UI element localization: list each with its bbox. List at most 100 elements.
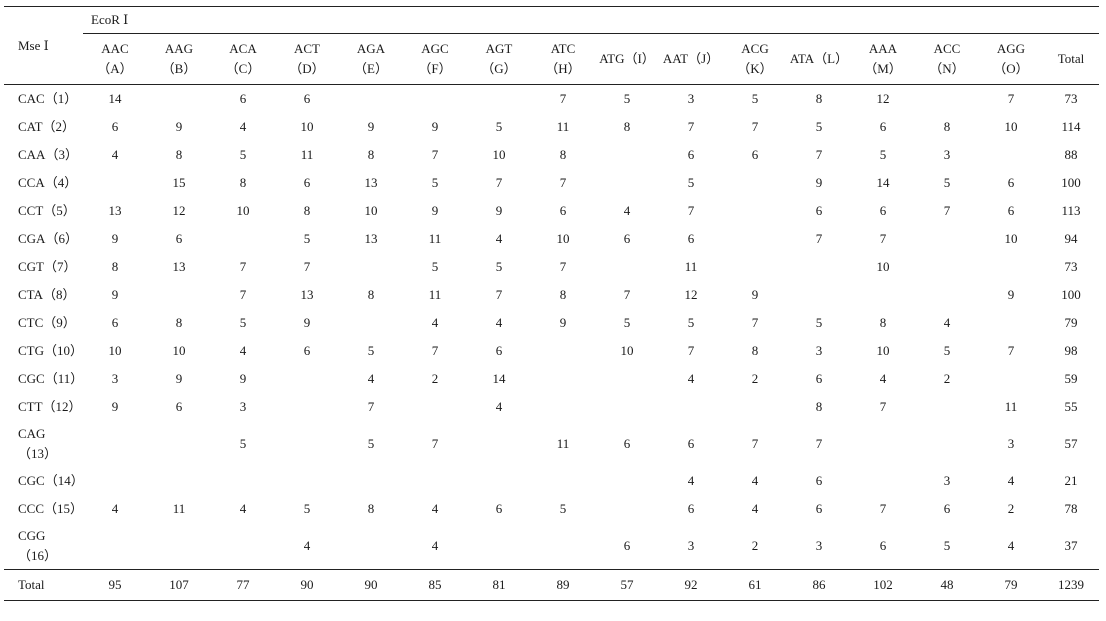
- column-header: ATC （H）: [531, 33, 595, 85]
- table-cell: 37: [1043, 523, 1100, 570]
- table-cell: 11: [556, 436, 570, 451]
- table-cell: [531, 393, 595, 421]
- table-cell: 94: [1064, 231, 1078, 246]
- table-cell: 7: [815, 436, 823, 451]
- table-cell: [275, 393, 339, 421]
- row-label: CTT（12）: [4, 393, 83, 421]
- table-cell: [595, 467, 659, 495]
- table-cell: 8: [815, 91, 823, 106]
- table-cell: 6: [1007, 175, 1015, 190]
- table-cell: 8: [367, 147, 375, 162]
- table-cell: 7: [879, 501, 887, 516]
- total-cell: 86: [787, 569, 851, 601]
- column-header-line2: （N）: [929, 61, 965, 76]
- table-cell: [851, 281, 915, 309]
- table-cell: 7: [943, 203, 951, 218]
- table-cell: 7: [495, 287, 503, 302]
- table-cell: [723, 169, 787, 197]
- table-cell: 7: [239, 259, 247, 274]
- table-cell: 5: [431, 259, 439, 274]
- column-header: AAG （B）: [147, 33, 211, 85]
- column-header: AGT （G）: [467, 33, 531, 85]
- total-cell: 1239: [1043, 569, 1100, 601]
- table-cell: 6: [303, 91, 311, 106]
- table-cell: 6: [623, 436, 631, 451]
- table-cell: 12: [876, 91, 890, 106]
- table-cell: 6: [175, 231, 183, 246]
- table-cell: [83, 421, 147, 467]
- row-label: CGT（7）: [4, 253, 83, 281]
- table-cell: 4: [687, 371, 695, 386]
- table-cell: [83, 169, 147, 197]
- table-cell: [275, 467, 339, 495]
- row-label-line1: CGT（7）: [18, 259, 77, 274]
- row-label: CCC（15）: [4, 495, 83, 523]
- table-cell: 78: [1064, 501, 1078, 516]
- table-cell: [595, 495, 659, 523]
- table-cell: 4: [495, 399, 503, 414]
- table-cell: 5: [495, 119, 503, 134]
- column-header: AAA （M）: [851, 33, 915, 85]
- row-label: CCA（4）: [4, 169, 83, 197]
- table-row: CTG（10） 10 10 4 6 5 7 6 10 7 8 3 10 5 7 98: [4, 337, 1099, 365]
- table-cell: 7: [751, 315, 759, 330]
- table-cell: [147, 421, 211, 467]
- table-cell: 12: [172, 203, 186, 218]
- table-cell: [723, 225, 787, 253]
- table-cell: [83, 523, 147, 570]
- row-label-line1: CAG: [18, 426, 46, 441]
- table-cell: 7: [815, 231, 823, 246]
- table-cell: 4: [403, 523, 467, 570]
- row-label: CGA（6）: [4, 225, 83, 253]
- table-cell: 7: [751, 436, 759, 451]
- table-cell: [595, 169, 659, 197]
- table-cell: 2: [431, 371, 439, 386]
- table-cell: 13: [172, 259, 186, 274]
- row-label: CGG （16）: [4, 523, 83, 570]
- table-cell: 3: [943, 147, 951, 162]
- table-cell: 6: [815, 371, 823, 386]
- column-header-line1: AAG: [164, 41, 194, 56]
- column-header: AGC （F）: [403, 33, 467, 85]
- table-cell: 8: [623, 119, 631, 134]
- table-row: CGC（14） 4 4 6 3 4 21: [4, 467, 1099, 495]
- table-cell: [275, 365, 339, 393]
- table-cell: 13: [300, 287, 314, 302]
- table-cell: 5: [879, 147, 887, 162]
- table-cell: 3: [943, 473, 951, 488]
- table-cell: [467, 421, 531, 467]
- column-header-line1: ACG: [741, 41, 769, 56]
- table-row: CCT（5） 13 12 10 8 10 9 9 6 4 7 6 6 7 6 113: [4, 197, 1099, 225]
- table-cell: [595, 393, 659, 421]
- table-cell: 10: [492, 147, 506, 162]
- table-cell: 88: [1064, 147, 1078, 162]
- table-cell: 9: [111, 287, 119, 302]
- table-cell: 6: [559, 203, 567, 218]
- table-cell: 100: [1061, 287, 1081, 302]
- table-cell: 6: [687, 147, 695, 162]
- total-cell: 90: [275, 569, 339, 601]
- table-cell: [531, 467, 595, 495]
- table-cell: 9: [751, 287, 759, 302]
- table-row: CTA（8） 9 7 13 8 11 7 8 7 12 9 9 100: [4, 281, 1099, 309]
- table-cell: 5: [751, 91, 759, 106]
- table-cell: [659, 393, 723, 421]
- column-header-line2: （H）: [545, 61, 581, 76]
- table-cell: 4: [687, 473, 695, 488]
- table-cell: 4: [239, 343, 247, 358]
- table-cell: [531, 365, 595, 393]
- table-cell: 10: [876, 343, 890, 358]
- table-cell: 7: [303, 259, 311, 274]
- column-header: AAT（J）: [659, 33, 723, 85]
- table-cell: 5: [943, 175, 951, 190]
- table-cell: 5: [623, 315, 631, 330]
- total-cell: 89: [531, 569, 595, 601]
- table-cell: 6: [815, 501, 823, 516]
- table-cell: 10: [300, 119, 314, 134]
- row-label-line1: CTC（9）: [18, 315, 76, 330]
- table-cell: 11: [428, 287, 442, 302]
- total-cell: 61: [723, 569, 787, 601]
- table-cell: [339, 523, 403, 570]
- table-cell: [915, 421, 979, 467]
- table-cell: [211, 523, 275, 570]
